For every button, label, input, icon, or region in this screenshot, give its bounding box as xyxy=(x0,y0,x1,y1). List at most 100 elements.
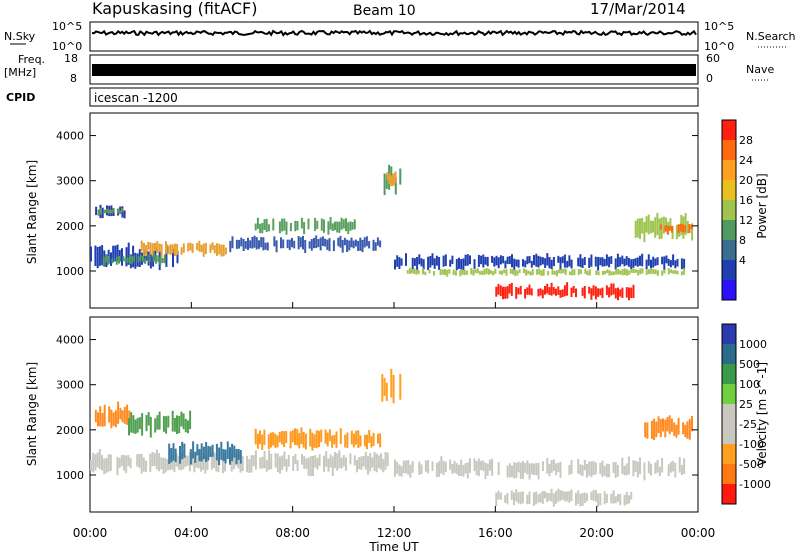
data-cell xyxy=(274,433,277,448)
data-cell xyxy=(474,269,477,274)
data-cell xyxy=(639,255,641,266)
data-cell xyxy=(667,258,670,266)
data-cell xyxy=(142,242,145,257)
data-cell xyxy=(237,449,240,460)
data-cell xyxy=(152,254,155,262)
data-cell xyxy=(458,464,460,477)
data-cell xyxy=(625,287,628,298)
data-cell xyxy=(405,253,407,266)
data-cell xyxy=(142,256,144,263)
data-cell xyxy=(654,217,657,238)
y-tick-label: 1000 xyxy=(56,469,84,482)
data-cell xyxy=(398,464,401,477)
data-cell xyxy=(340,457,343,469)
data-cell xyxy=(625,256,628,266)
data-cell xyxy=(480,460,483,471)
data-cell xyxy=(318,454,321,466)
data-cell xyxy=(144,258,147,264)
data-cell xyxy=(307,457,310,476)
data-cell xyxy=(469,255,471,265)
data-cell xyxy=(377,455,380,469)
data-cell xyxy=(619,289,622,297)
data-cell xyxy=(218,243,221,255)
data-cell xyxy=(552,257,555,267)
data-cell xyxy=(325,451,328,467)
data-cell xyxy=(196,243,199,251)
data-cell xyxy=(515,287,518,299)
data-cell xyxy=(579,254,582,268)
data-cell xyxy=(90,246,92,262)
data-cell xyxy=(566,260,569,268)
data-cell xyxy=(254,223,257,231)
data-cell xyxy=(353,219,356,230)
data-cell xyxy=(367,456,369,475)
data-cell xyxy=(145,460,147,472)
data-cell xyxy=(186,455,189,466)
data-cell xyxy=(463,269,466,276)
data-cell xyxy=(160,457,163,470)
data-cell xyxy=(464,463,467,474)
data-cell xyxy=(599,493,602,506)
data-cell xyxy=(312,456,314,476)
data-cell xyxy=(241,456,244,471)
data-band xyxy=(94,401,131,429)
colorbar-tick-label: 24 xyxy=(739,154,753,167)
data-cell xyxy=(409,464,412,478)
nsearch-tick-bottom: 10^0 xyxy=(704,40,734,53)
data-cell xyxy=(349,453,352,465)
data-cell xyxy=(285,459,288,472)
data-cell xyxy=(517,461,520,473)
data-cell xyxy=(604,270,607,275)
colorbar-tick-label: 8 xyxy=(739,234,746,247)
data-cell xyxy=(497,283,500,295)
data-cell xyxy=(548,287,551,295)
data-cell xyxy=(384,452,387,470)
data-cell xyxy=(370,436,373,448)
data-cell xyxy=(530,260,533,268)
data-cell xyxy=(455,259,458,271)
data-cell xyxy=(442,460,445,476)
data-cell xyxy=(438,257,441,270)
data-cell xyxy=(506,493,509,505)
data-cell xyxy=(216,243,218,256)
data-cell xyxy=(110,252,112,266)
data-cell xyxy=(639,218,641,239)
colorbar-tick-label: 28 xyxy=(739,134,753,147)
data-cell xyxy=(119,210,121,215)
data-cell xyxy=(661,270,664,276)
data-cell xyxy=(202,243,205,257)
data-cell xyxy=(427,460,430,474)
data-cell xyxy=(321,236,324,246)
data-cell xyxy=(123,454,125,471)
data-cell xyxy=(151,243,154,257)
data-cell xyxy=(276,435,279,448)
data-cell xyxy=(147,242,150,250)
data-cell xyxy=(575,492,577,506)
data-cell xyxy=(101,207,104,219)
data-cell xyxy=(680,258,683,270)
data-cell xyxy=(314,217,317,231)
y-tick-label: 4000 xyxy=(56,334,84,347)
data-cell xyxy=(402,460,405,474)
data-cell xyxy=(561,256,564,264)
data-cell xyxy=(583,257,586,266)
data-cell xyxy=(95,206,98,216)
data-cell xyxy=(511,254,513,268)
data-cell xyxy=(97,412,99,427)
data-cell xyxy=(317,239,320,248)
data-cell xyxy=(359,435,362,447)
data-cell xyxy=(133,256,136,262)
data-cell xyxy=(662,216,665,234)
data-cell xyxy=(362,456,365,467)
data-cell xyxy=(112,207,115,213)
data-cell xyxy=(327,458,330,472)
data-cell xyxy=(307,218,310,230)
data-cell xyxy=(540,270,543,276)
data-cell xyxy=(375,453,378,473)
data-cell xyxy=(670,269,672,273)
data-cell xyxy=(577,459,580,474)
data-cell xyxy=(359,237,362,251)
data-cell xyxy=(166,459,169,471)
data-cell xyxy=(506,256,509,264)
